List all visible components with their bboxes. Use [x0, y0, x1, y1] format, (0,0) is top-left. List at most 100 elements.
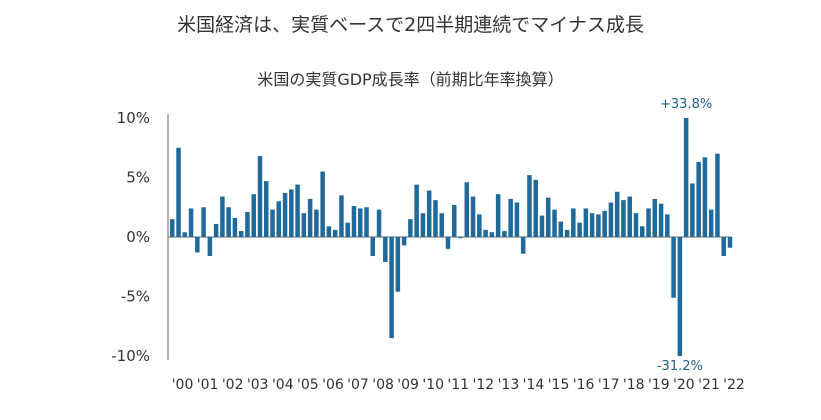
- bar: [401, 237, 407, 246]
- bar: [276, 201, 282, 237]
- bar: [220, 196, 225, 237]
- bar: [238, 231, 244, 237]
- bar: [452, 204, 457, 237]
- bar: [683, 118, 689, 237]
- bar: [727, 237, 733, 248]
- bar: [182, 232, 188, 237]
- bar: [715, 153, 720, 237]
- x-tick-label: '11: [447, 377, 469, 393]
- bar: [251, 194, 256, 237]
- bar: [439, 213, 444, 237]
- x-tick-label: '18: [623, 377, 645, 393]
- bar: [508, 198, 513, 237]
- bar: [633, 213, 639, 237]
- bar: [257, 156, 263, 237]
- x-tick-label: '20: [673, 377, 695, 393]
- bar: [546, 197, 551, 237]
- x-tick-label: '15: [548, 377, 570, 393]
- x-tick-label: '21: [698, 377, 720, 393]
- bar: [690, 183, 695, 237]
- bar: [232, 217, 238, 237]
- bar: [389, 237, 394, 339]
- bar: [264, 181, 269, 237]
- bar: [351, 206, 357, 237]
- bar: [176, 147, 181, 237]
- bar: [564, 229, 570, 237]
- bar: [677, 237, 683, 356]
- bar: [520, 237, 526, 254]
- bar: [376, 209, 382, 237]
- bar: [320, 171, 325, 237]
- bar: [364, 207, 369, 237]
- x-tick-label: '01: [197, 377, 219, 393]
- x-tick-label: '02: [222, 377, 244, 393]
- headline: 米国経済は、実質ベースで2四半期連続でマイナス成長: [177, 14, 644, 36]
- bar: [289, 189, 294, 237]
- x-tick-label: '13: [498, 377, 520, 393]
- y-tick-label: -5%: [121, 288, 150, 306]
- bar: [339, 195, 344, 237]
- bar: [583, 208, 589, 237]
- y-tick-label: 5%: [126, 169, 150, 187]
- x-tick-label: '08: [372, 377, 394, 393]
- bar: [696, 162, 701, 237]
- bar: [702, 157, 708, 237]
- bar: [295, 184, 300, 237]
- bar: [433, 200, 438, 237]
- bar: [571, 208, 576, 237]
- bar: [558, 221, 564, 237]
- y-tick-label: -10%: [111, 347, 150, 365]
- x-tick-label: '09: [397, 377, 419, 393]
- bar-annotation: -31.2%: [657, 359, 703, 374]
- bar: [383, 237, 388, 262]
- bar-annotation: +33.8%: [660, 97, 712, 112]
- bar: [314, 209, 319, 237]
- x-tick-label: '14: [523, 377, 545, 393]
- bar: [502, 231, 507, 237]
- bar: [332, 229, 338, 237]
- bar: [495, 194, 501, 237]
- bar: [408, 219, 413, 237]
- bar: [270, 209, 275, 237]
- bar: [445, 237, 451, 249]
- bar: [652, 198, 658, 237]
- bar: [458, 237, 463, 239]
- bar: [477, 214, 482, 237]
- bar: [533, 179, 538, 237]
- bar: [226, 207, 231, 237]
- x-tick-label: '19: [648, 377, 670, 393]
- bar: [708, 209, 714, 237]
- bar: [627, 196, 632, 237]
- bar: [420, 213, 426, 237]
- x-tick-label: '04: [272, 377, 294, 393]
- bar: [671, 237, 676, 298]
- bar: [646, 208, 651, 237]
- x-tick-label: '16: [573, 377, 595, 393]
- y-tick-label: 0%: [126, 228, 150, 246]
- bar: [665, 214, 670, 237]
- bar: [589, 213, 595, 237]
- bar: [470, 196, 476, 237]
- x-tick-label: '17: [598, 377, 620, 393]
- bar: [489, 232, 495, 237]
- bar: [614, 191, 620, 237]
- bar: [608, 202, 614, 237]
- bar: [345, 222, 350, 237]
- bar: [195, 237, 200, 253]
- x-tick-label: '00: [172, 377, 194, 393]
- bar: [207, 237, 213, 257]
- bar: [301, 213, 307, 237]
- x-tick-label: '05: [297, 377, 319, 393]
- bar: [188, 208, 194, 237]
- bar: [596, 214, 601, 237]
- bar: [307, 198, 313, 237]
- bar: [358, 208, 363, 237]
- x-tick-label: '22: [723, 377, 745, 393]
- bar: [245, 212, 250, 237]
- bar: [552, 209, 557, 237]
- bar: [414, 184, 419, 237]
- bar: [483, 229, 488, 237]
- bar: [621, 200, 626, 237]
- bar: [326, 226, 332, 237]
